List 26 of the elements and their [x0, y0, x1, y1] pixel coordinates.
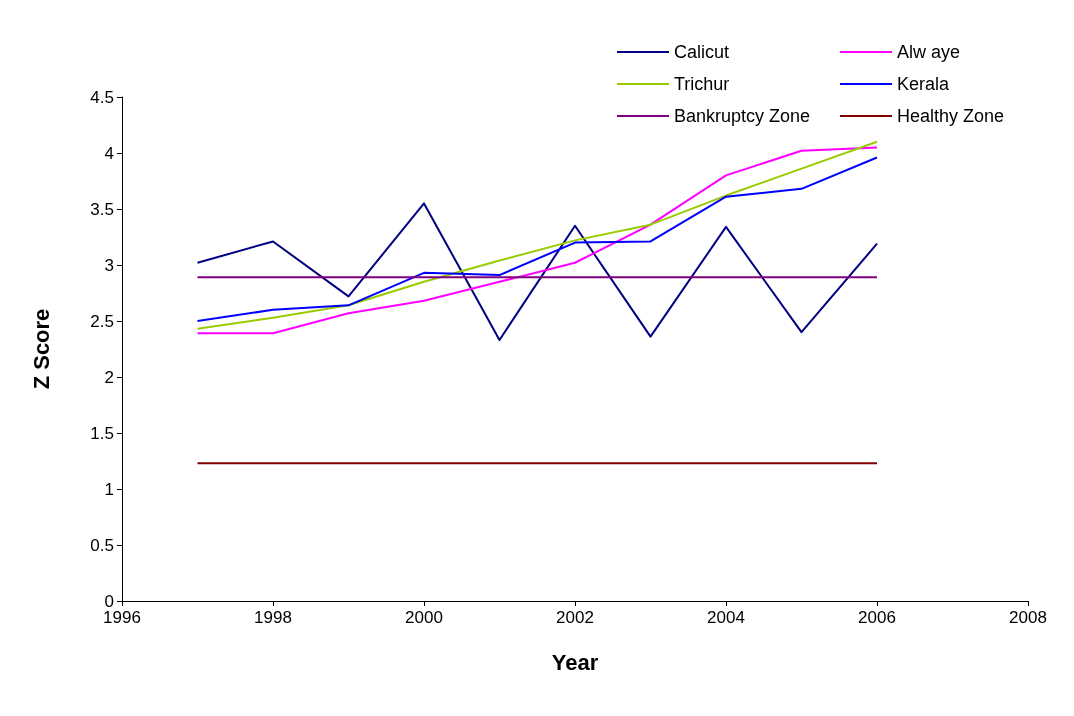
- y-tick-label: 2.5: [90, 311, 114, 331]
- x-tick-label: 1998: [254, 608, 292, 627]
- y-tick-label: 4.5: [90, 87, 114, 107]
- x-tick-label: 2008: [1009, 608, 1047, 627]
- y-axis-title: Z Score: [28, 308, 54, 390]
- legend-label: Kerala: [897, 74, 951, 94]
- y-tick-label: 1: [104, 479, 114, 499]
- legend-label: Alw aye: [897, 42, 961, 62]
- y-tick-label: 4: [104, 143, 114, 163]
- line-series: [196, 202, 878, 342]
- y-tick-label: 3: [104, 255, 114, 275]
- y-tick-label: 0.5: [90, 535, 114, 555]
- legend-label: Healthy Zone: [897, 106, 1005, 126]
- y-tick-label: 1.5: [90, 423, 114, 443]
- x-tick-label: 1996: [103, 608, 141, 627]
- legend-label: Trichur: [674, 74, 730, 94]
- x-tick-label: 2004: [707, 608, 745, 627]
- y-tick-label: 3.5: [90, 199, 114, 219]
- x-axis-title: Year: [551, 649, 599, 675]
- legend-label: Bankruptcy Zone: [674, 106, 811, 126]
- legend-label: Calicut: [674, 42, 730, 62]
- x-tick-label: 2002: [556, 608, 594, 627]
- y-tick-label: 0: [104, 591, 114, 611]
- y-tick-label: 2: [104, 367, 114, 387]
- x-tick-label: 2000: [405, 608, 443, 627]
- x-tick-label: 2006: [858, 608, 896, 627]
